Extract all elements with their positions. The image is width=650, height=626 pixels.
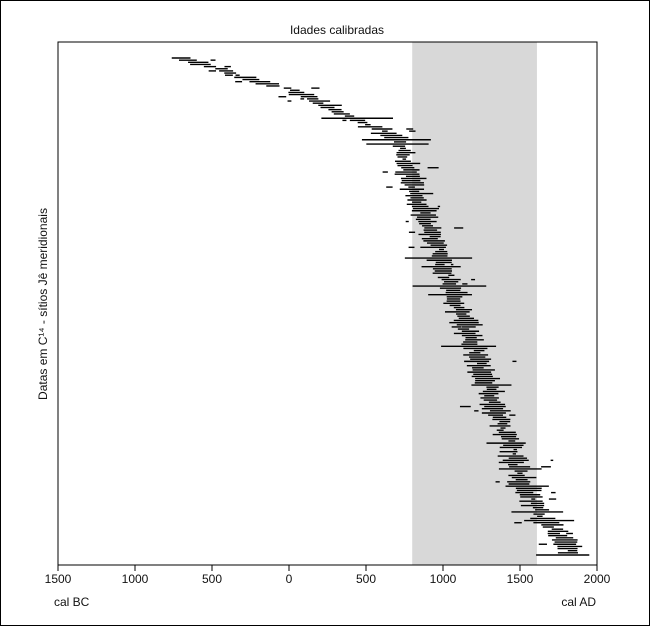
- plot-area: [57, 41, 598, 566]
- x-tick-label: 1500: [45, 572, 72, 586]
- x-tick-label: 1000: [122, 572, 149, 586]
- cal-bc-label: cal BC: [54, 595, 90, 609]
- x-tick-label: 1500: [507, 572, 534, 586]
- x-tick-label: 500: [202, 572, 222, 586]
- date-ranges: [171, 57, 590, 556]
- y-axis-label: Datas em C¹⁴ - sítios Jê meridionais: [36, 208, 50, 400]
- x-tick-label: 2000: [584, 572, 611, 586]
- cal-ad-label: cal AD: [561, 595, 596, 609]
- x-tick-label: 0: [286, 572, 293, 586]
- chart-title: Idades calibradas: [290, 23, 384, 37]
- x-tick-label: 500: [356, 572, 376, 586]
- x-tick-label: 1000: [430, 572, 457, 586]
